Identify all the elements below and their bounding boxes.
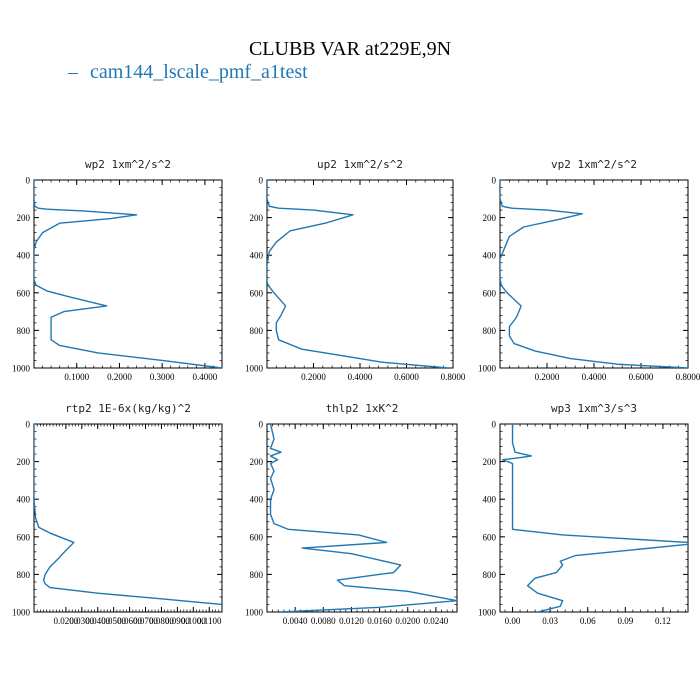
panel-6-wp3-xtick-label: 0.09 [617,616,633,626]
panel-5-thlp2: thlp2 1xK^2 0 200 400 600 800 1000 0.0040 0.0080… [245,402,458,626]
panel-4-rtp2-xtick-label: 0.0700 [133,616,158,626]
panel-1-wp2: wp2 1xm^2/s^2 0 200 400 600 800 1000 0.1000 0.20… [12,158,223,382]
panel-3-vp2-ytick-label: 600 [483,288,497,298]
panel-5-thlp2-ytick-label: 400 [250,495,264,505]
panel-4-rtp2-xtick-label: 0.0300 [69,616,94,626]
panel-4-rtp2-xtick-label: 0.1000 [181,616,206,626]
panel-1-wp2-xtick-label: 0.1000 [64,372,89,382]
panel-6-wp3: wp3 1xm^3/s^3 0 200 400 600 800 1000 0.00 0.03 0.… [478,402,689,626]
panel-6-wp3-xtick-label: 0.00 [505,616,521,626]
panel-5-thlp2-xtick-label: 0.0040 [283,616,308,626]
panel-2-up2-ytick-label: 400 [250,251,264,261]
panel-1-wp2-frame [33,179,223,369]
panel-2-up2-ytick-label: 800 [250,326,264,336]
panel-3-vp2-xtick-label: 0.2000 [535,372,560,382]
panel-6-wp3-xtick-label: 0.12 [655,616,671,626]
panel-4-rtp2-frame [33,423,223,613]
panel-5-thlp2-xtick-label: 0.0160 [367,616,392,626]
panel-5-thlp2-xtick-label: 0.0080 [311,616,336,626]
panel-4-rtp2-title: rtp2 1E-6x(kg/kg)^2 [65,402,191,415]
panel-6-wp3-series-line [501,424,688,612]
panel-5-thlp2-frame [266,423,458,613]
panel-5-thlp2-title: thlp2 1xK^2 [326,402,399,415]
panel-2-up2-frame [266,179,454,369]
panel-6-wp3-frame [499,423,689,613]
panel-4-rtp2-xtick-label: 0.0200 [53,616,78,626]
panel-1-wp2-ytick-label: 400 [17,251,31,261]
panel-3-vp2-ytick-label: 0 [492,176,497,186]
panel-2-up2-xtick-label: 0.4000 [348,372,373,382]
panel-4-rtp2-xtick-label: 0.0900 [165,616,190,626]
legend-dash: – [67,61,79,83]
panel-4-rtp2-ytick-label: 400 [17,495,31,505]
panel-6-wp3-ytick-label: 200 [483,457,497,467]
panel-2-up2-series-line [267,180,449,368]
panel-6-wp3-ytick-label: 600 [483,532,497,542]
panel-3-vp2-ytick-label: 200 [483,213,497,223]
panel-5-thlp2-xtick-label: 0.0240 [424,616,449,626]
panel-5-thlp2-xtick-label: 0.0120 [339,616,364,626]
panel-5-thlp2-series-line [269,424,457,612]
panel-4-rtp2-xtick-label: 0.0600 [117,616,142,626]
panel-4-rtp2-series-line [34,424,222,606]
panel-4-rtp2-ytick-label: 1000 [12,608,31,618]
panel-5-thlp2-ytick-label: 0 [259,420,264,430]
panel-4-rtp2-ytick-label: 600 [17,532,31,542]
panels-container: wp2 1xm^2/s^2 0 200 400 600 800 1000 0.1000 0.20… [12,158,700,626]
panel-1-wp2-ytick-label: 0 [26,176,31,186]
panel-4-rtp2-xtick-label: 0.1100 [197,616,222,626]
panel-6-wp3-xtick-label: 0.03 [542,616,558,626]
panel-3-vp2-ytick-label: 1000 [478,364,497,374]
panel-3-vp2-xtick-label: 0.8000 [676,372,700,382]
panel-3-vp2-series-line [500,180,688,368]
panel-1-wp2-ytick-label: 1000 [12,364,31,374]
panel-4-rtp2-ytick-label: 0 [26,420,31,430]
panel-2-up2-ytick-label: 200 [250,213,264,223]
panel-1-wp2-ytick-label: 600 [17,288,31,298]
panel-3-vp2-ytick-label: 800 [483,326,497,336]
panel-5-thlp2-ytick-label: 800 [250,570,264,580]
panel-1-wp2-series-line [34,180,222,368]
panel-3-vp2-title: vp2 1xm^2/s^2 [551,158,637,171]
panel-6-wp3-title: wp3 1xm^3/s^3 [551,402,637,415]
panel-3-vp2-xtick-label: 0.6000 [629,372,654,382]
panel-6-wp3-xtick-label: 0.06 [580,616,596,626]
panel-3-vp2-frame [499,179,689,369]
legend-label: cam144_lscale_pmf_a1test [90,61,308,83]
panel-4-rtp2-ytick-label: 200 [17,457,31,467]
panel-3-vp2-ytick-label: 400 [483,251,497,261]
panel-2-up2-xtick-label: 0.6000 [394,372,419,382]
panel-1-wp2-ytick-label: 200 [17,213,31,223]
panel-4-rtp2-xtick-label: 0.0400 [85,616,110,626]
panel-6-wp3-ytick-label: 0 [492,420,497,430]
panel-5-thlp2-ytick-label: 200 [250,457,264,467]
panel-5-thlp2-xtick-label: 0.0200 [395,616,420,626]
panel-6-wp3-ytick-label: 400 [483,495,497,505]
panel-2-up2-ytick-label: 1000 [245,364,264,374]
panel-2-up2-xtick-label: 0.8000 [441,372,466,382]
panel-1-wp2-ytick-label: 800 [17,326,31,336]
panel-5-thlp2-ytick-label: 600 [250,532,264,542]
panel-4-rtp2-xtick-label: 0.0500 [101,616,126,626]
panel-2-up2-xtick-label: 0.2000 [301,372,326,382]
panel-3-vp2: vp2 1xm^2/s^2 0 200 400 600 800 1000 0.2000 0.40… [478,158,700,382]
panel-4-rtp2: rtp2 1E-6x(kg/kg)^2 0 200 400 600 800 1000 0.02… [12,402,223,626]
panel-1-wp2-title: wp2 1xm^2/s^2 [85,158,171,171]
legend: – cam144_lscale_pmf_a1test [67,61,308,83]
panel-5-thlp2-ytick-label: 1000 [245,608,264,618]
panel-1-wp2-xtick-label: 0.4000 [193,372,218,382]
panel-2-up2-ytick-label: 600 [250,288,264,298]
panel-4-rtp2-ytick-label: 800 [17,570,31,580]
panel-1-wp2-xtick-label: 0.3000 [150,372,175,382]
panel-2-up2-title: up2 1xm^2/s^2 [317,158,403,171]
panel-2-up2: up2 1xm^2/s^2 0 200 400 600 800 1000 0.2000 0.40… [245,158,466,382]
panel-6-wp3-ytick-label: 1000 [478,608,497,618]
panel-2-up2-ytick-label: 0 [259,176,264,186]
panel-4-rtp2-xtick-label: 0.0800 [149,616,174,626]
panel-1-wp2-xtick-label: 0.2000 [107,372,132,382]
panel-6-wp3-ytick-label: 800 [483,570,497,580]
figure-title: CLUBB VAR at229E,9N [249,38,451,60]
panel-3-vp2-xtick-label: 0.4000 [582,372,607,382]
